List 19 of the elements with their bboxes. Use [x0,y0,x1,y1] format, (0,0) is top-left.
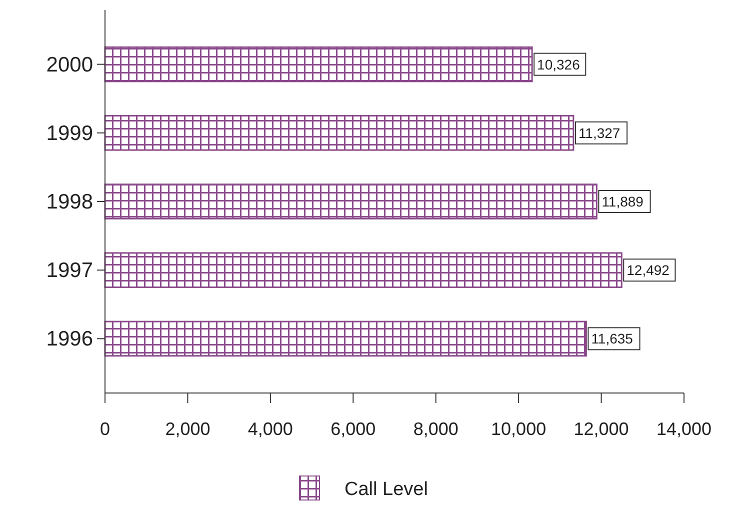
y-tick-label: 2000 [46,53,93,76]
data-label: 11,327 [578,124,620,141]
data-label: 11,635 [591,330,634,347]
y-tick-label: 1999 [46,122,93,145]
x-tick-label: 6,000 [330,419,376,439]
x-tick-label: 8,000 [413,419,458,439]
x-tick-label: 10,000 [491,419,546,439]
x-tick-label: 14,000 [656,419,712,439]
data-label: 10,326 [537,56,580,72]
x-tick-label: 2,000 [165,419,210,439]
x-tick-label: 0 [100,419,110,439]
y-tick-label: 1996 [46,328,93,351]
x-tick-label: 4,000 [248,419,293,439]
data-label: 12,492 [626,262,670,278]
y-tick-label: 1998 [46,190,93,214]
legend-label: Call Level [344,479,428,500]
x-tick-label: 12,000 [574,419,629,439]
y-tick-label: 1997 [46,259,93,282]
data-label: 11,889 [602,194,644,210]
